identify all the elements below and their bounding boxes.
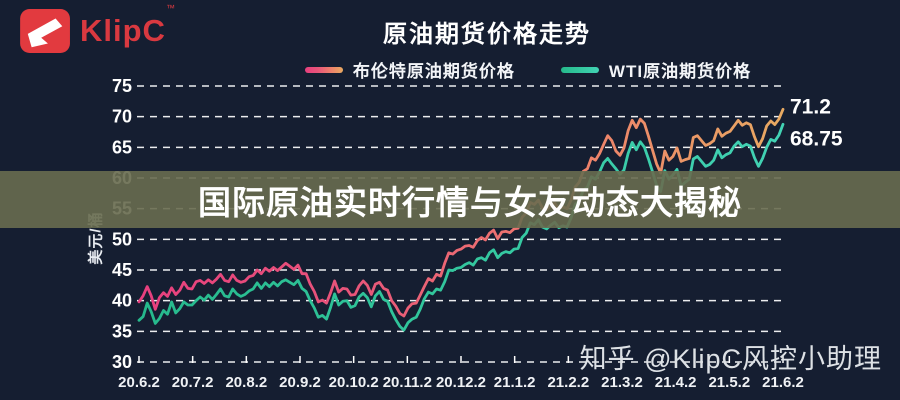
brent-line-marker	[304, 66, 343, 73]
headline-banner: 国际原油实时行情与女友动态大揭秘	[0, 171, 900, 228]
klipc-logo-icon	[20, 8, 70, 54]
legend-label-wti: WTI原油期货价格	[608, 62, 752, 81]
x-tick-label: 20.6.2	[118, 374, 160, 391]
y-tick-label: 35	[112, 321, 132, 341]
legend-item-brent: 布伦特原油期货价格	[304, 57, 515, 82]
x-tick-label: 21.2.2	[547, 374, 589, 391]
legend-label-brent: 布伦特原油期货价格	[352, 62, 515, 81]
x-tick-label: 20.7.2	[172, 374, 214, 391]
page-title: 原油期货价格走势	[383, 21, 591, 48]
chart-legend: 布伦特原油期货价格 WTI原油期货价格	[78, 57, 900, 82]
klipc-logo-text: KlipC™	[80, 3, 175, 48]
x-tick-label: 20.8.2	[225, 374, 267, 391]
headline-banner-text: 国际原油实时行情与女友动态大揭秘	[198, 183, 742, 221]
x-tick-label: 21.6.2	[762, 374, 804, 391]
end-value-label: 71.2	[790, 95, 831, 118]
legend-item-wti: WTI原油期货价格	[560, 57, 752, 82]
wti-line-marker	[560, 66, 599, 73]
trademark-symbol: ™	[165, 3, 175, 13]
klipc-logo: KlipC™	[20, 3, 175, 54]
x-tick-label: 20.9.2	[279, 374, 321, 391]
x-tick-label: 21.4.2	[655, 374, 697, 391]
y-tick-label: 70	[112, 107, 132, 127]
y-tick-label: 65	[112, 137, 132, 157]
series-line-brent	[137, 107, 785, 318]
x-tick-label: 21.1.2	[494, 374, 536, 391]
zhihu-watermark: 知乎 @KlipC风控小助理	[579, 344, 882, 374]
x-tick-label: 21.5.2	[708, 374, 750, 391]
x-tick-label: 20.11.2	[383, 374, 432, 391]
y-tick-label: 30	[112, 352, 132, 372]
y-tick-label: 45	[112, 260, 132, 280]
x-tick-label: 20.12.2	[436, 374, 486, 391]
x-tick-label: 21.3.2	[601, 374, 643, 391]
y-tick-label: 50	[112, 229, 132, 249]
y-tick-label: 75	[112, 76, 132, 96]
x-tick-label: 20.10.2	[329, 374, 379, 391]
y-tick-label: 40	[112, 291, 132, 311]
end-value-label: 68.75	[790, 127, 843, 150]
